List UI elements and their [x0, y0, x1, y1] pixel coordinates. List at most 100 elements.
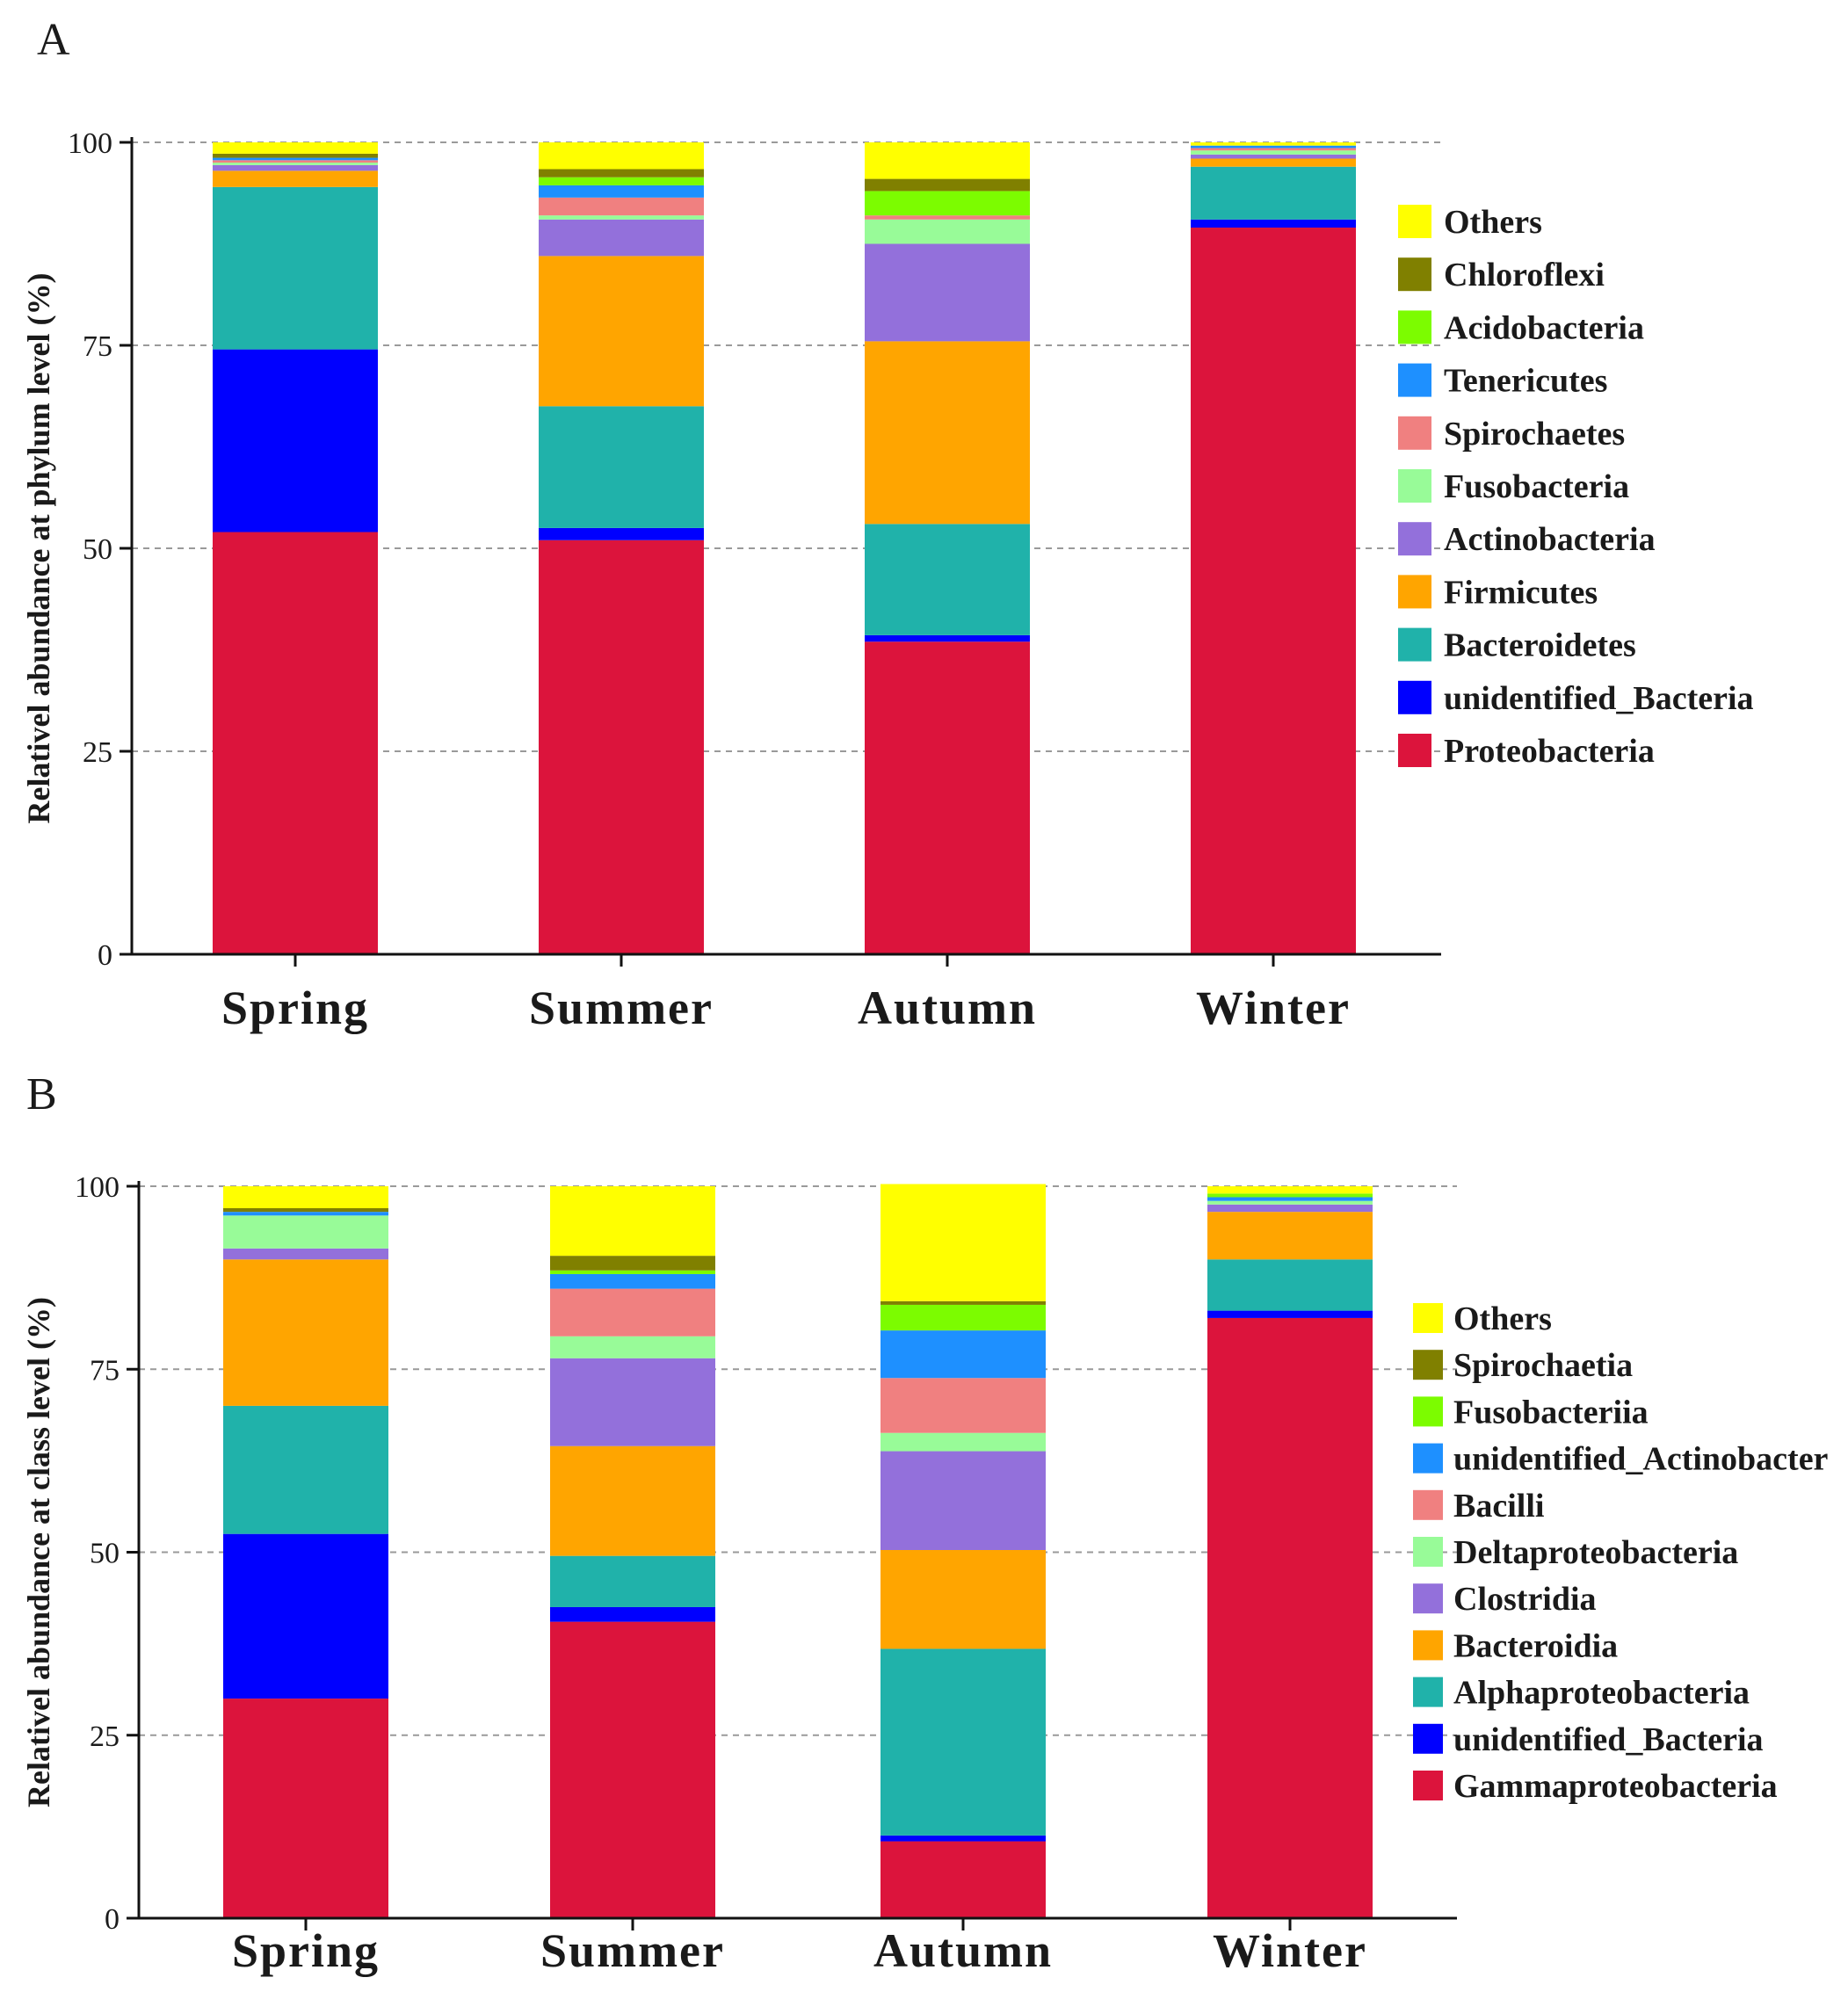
- bar-segment-winter-others: [1207, 1186, 1373, 1194]
- bar-segment-autumn-fusobacteriia: [881, 1304, 1046, 1331]
- bar-segment-spring-firmicutes: [213, 170, 378, 187]
- legend-label-acidobacteria: Acidobacteria: [1444, 309, 1644, 346]
- legend-swatch-gammaproteobacteria: [1413, 1771, 1443, 1800]
- bar-segment-autumn-bacilli: [881, 1378, 1046, 1433]
- bar-segment-autumn-bacteroidetes: [865, 524, 1030, 635]
- bar-segment-winter-deltaproteobacteria: [1207, 1200, 1373, 1205]
- bar-segment-spring-actinobacteria: [213, 164, 378, 171]
- bar-segment-winter-unidentified-bacteria: [1191, 219, 1356, 228]
- legend-swatch-unidentified-bacteria: [1413, 1723, 1443, 1754]
- bar-segment-spring-proteobacteria: [213, 532, 378, 954]
- bar-segment-summer-unidentified-bacteria: [539, 527, 704, 540]
- bar-segment-spring-others: [213, 142, 378, 154]
- bar-segment-summer-deltaproteobacteria: [550, 1336, 715, 1358]
- bar-segment-summer-alphaproteobacteria: [550, 1555, 715, 1607]
- panel-letter: A: [37, 15, 70, 65]
- legend-swatch-bacilli: [1413, 1489, 1443, 1520]
- y-tick-label: 50: [90, 1538, 120, 1570]
- legend-label-alphaproteobacteria: Alphaproteobacteria: [1453, 1675, 1750, 1712]
- legend-swatch-bacteroidia: [1413, 1630, 1443, 1661]
- bar-segment-summer-gammaproteobacteria: [550, 1621, 715, 1918]
- legend-swatch-alphaproteobacteria: [1413, 1677, 1443, 1707]
- bar-segment-spring-bacteroidia: [223, 1259, 388, 1406]
- x-category-label-winter: Winter: [1196, 982, 1351, 1034]
- panel-b: B 0 25 50 75 100 Spring Summer Autumn Winter Relat…: [21, 1069, 1829, 1977]
- bar-segment-autumn-unidentified-actinobacter: [881, 1330, 1046, 1379]
- legend-label-others: Others: [1444, 204, 1542, 241]
- y-tick-label: 0: [105, 1903, 120, 1936]
- bar-segment-spring-clostridia: [223, 1248, 388, 1260]
- legend-swatch-spirochaetia: [1413, 1350, 1443, 1380]
- y-tick-label: 100: [75, 1171, 120, 1204]
- legend-label-proteobacteria: Proteobacteria: [1444, 733, 1655, 770]
- y-tick-label: 75: [83, 330, 112, 363]
- bar-segment-autumn-fusobacteria: [865, 219, 1030, 244]
- legend-label-unidentified-bacteria: unidentified_Bacteria: [1453, 1721, 1764, 1758]
- bar-segment-summer-others: [550, 1186, 715, 1257]
- bar-segment-autumn-clostridia: [881, 1451, 1046, 1551]
- bar-segment-summer-unidentified-bacteria: [550, 1606, 715, 1622]
- legend-swatch-unidentified-actinobacter: [1413, 1443, 1443, 1474]
- bar-segment-autumn-firmicutes: [865, 341, 1030, 525]
- x-category-label-autumn: Autumn: [858, 982, 1037, 1034]
- bar-segment-summer-clostridia: [550, 1358, 715, 1446]
- y-tick-label: 50: [83, 533, 112, 566]
- bar-segment-summer-spirochaetes: [539, 197, 704, 216]
- legend-swatch-clostridia: [1413, 1583, 1443, 1614]
- bar-segment-summer-tenericutes: [539, 185, 704, 198]
- bar-segment-autumn-alphaproteobacteria: [881, 1648, 1046, 1836]
- bar-segment-winter-bacteroidetes: [1191, 166, 1356, 220]
- bar-segment-summer-fusobacteria: [539, 215, 704, 220]
- legend-swatch-bacteroidetes: [1398, 627, 1431, 662]
- bar-segment-spring-gammaproteobacteria: [223, 1699, 388, 1918]
- legend-swatch-acidobacteria: [1398, 310, 1431, 344]
- x-category-label-winter: Winter: [1213, 1924, 1367, 1977]
- y-axis-title: Relativel abundance at phylum level (%): [21, 273, 56, 824]
- legend-swatch-actinobacteria: [1398, 522, 1431, 556]
- legend-swatch-others: [1413, 1303, 1443, 1333]
- x-category-label-spring: Spring: [232, 1924, 380, 1977]
- x-category-label-autumn: Autumn: [873, 1924, 1053, 1977]
- legend-swatch-chloroflexi: [1398, 257, 1431, 292]
- y-tick-label: 100: [68, 127, 112, 160]
- bar-segment-spring-spirochaetes: [213, 160, 378, 163]
- legend-label-spirochaetes: Spirochaetes: [1444, 416, 1625, 453]
- legend-label-deltaproteobacteria: Deltaproteobacteria: [1453, 1534, 1738, 1571]
- bar-segment-autumn-acidobacteria: [865, 191, 1030, 216]
- legend-swatch-proteobacteria: [1398, 734, 1431, 767]
- bar-segment-summer-spirochaetia: [550, 1256, 715, 1271]
- bar-segment-autumn-bacteroidia: [881, 1550, 1046, 1649]
- bar-segment-summer-firmicutes: [539, 256, 704, 407]
- bar-segment-summer-bacilli: [550, 1288, 715, 1336]
- bar-segment-winter-gammaproteobacteria: [1207, 1317, 1373, 1918]
- legend-swatch-tenericutes: [1398, 363, 1431, 397]
- legend-label-actinobacteria: Actinobacteria: [1444, 521, 1656, 558]
- legend-label-fusobacteriia: Fusobacteriia: [1453, 1394, 1649, 1431]
- bar-segment-summer-fusobacteriia: [550, 1270, 715, 1274]
- bar-segment-autumn-gammaproteobacteria: [881, 1841, 1046, 1918]
- bar-segment-spring-tenericutes: [213, 157, 378, 161]
- bar-segment-autumn-others: [881, 1184, 1046, 1301]
- bar-segment-winter-clostridia: [1207, 1204, 1373, 1213]
- bar-segment-autumn-unidentified-bacteria: [881, 1835, 1046, 1842]
- bar-segment-spring-deltaproteobacteria: [223, 1215, 388, 1249]
- legend-label-gammaproteobacteria: Gammaproteobacteria: [1453, 1768, 1778, 1805]
- bar-segment-autumn-unidentified-bacteria: [865, 634, 1030, 642]
- legend-label-spirochaetia: Spirochaetia: [1453, 1347, 1633, 1384]
- bar-segment-summer-others: [539, 142, 704, 170]
- x-category-label-spring: Spring: [221, 982, 369, 1034]
- bar-segment-winter-fusobacteria: [1191, 150, 1356, 155]
- bar-segment-winter-proteobacteria: [1191, 228, 1356, 954]
- bar-segment-winter-actinobacteria: [1191, 154, 1356, 159]
- bar-segment-spring-spirochaetia: [223, 1207, 388, 1213]
- bar-segment-spring-chloroflexi: [213, 153, 378, 158]
- bar-segment-winter-bacteroidia: [1207, 1212, 1373, 1260]
- bar-segment-autumn-actinobacteria: [865, 243, 1030, 342]
- bar-segment-summer-acidobacteria: [539, 177, 704, 185]
- bar-segment-summer-bacteroidia: [550, 1445, 715, 1556]
- bar-segment-winter-fusobacteriia: [1207, 1193, 1373, 1198]
- bar-segment-winter-others: [1191, 142, 1356, 146]
- legend-swatch-fusobacteria: [1398, 469, 1431, 503]
- legend-swatch-others: [1398, 205, 1431, 238]
- panel-letter: B: [26, 1069, 57, 1119]
